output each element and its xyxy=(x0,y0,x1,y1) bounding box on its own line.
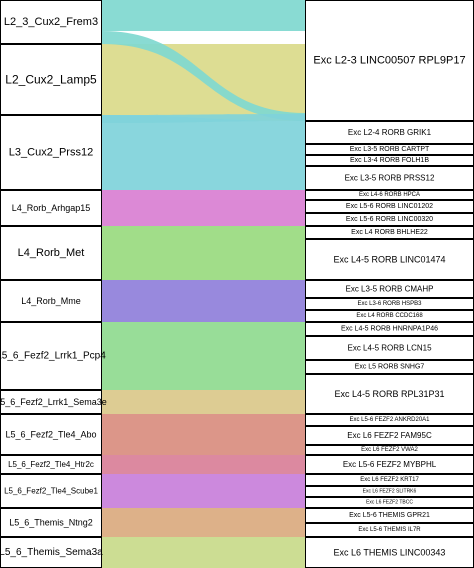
flow-band-8 xyxy=(102,474,305,508)
left-node-box xyxy=(0,280,102,322)
right-node-label: Exc L4 RORB CCDC168 xyxy=(356,313,423,319)
right-node-label: Exc L4-6 RORB HPCA xyxy=(359,192,420,198)
right-node-label: Exc L4 RORB BHLHE22 xyxy=(351,229,428,236)
flow-band-6 xyxy=(102,414,305,455)
left-node-box xyxy=(0,115,102,190)
right-node-box xyxy=(305,0,474,121)
right-node-label: Exc L4-5 RORB RPL31P31 xyxy=(334,389,444,399)
left-node-label: L5_6_Fezf2_Tle4_Htr2c xyxy=(8,460,94,469)
left-node-box xyxy=(0,226,102,280)
right-node-box xyxy=(305,537,474,568)
right-node-label: Exc L5-6 FEZF2 ANKRD20A1 xyxy=(349,417,430,423)
flow-bands xyxy=(102,0,305,568)
right-node-label: Exc L5-6 RORB LINC01202 xyxy=(346,203,433,210)
right-node-label: Exc L3-5 RORB PRSS12 xyxy=(345,174,435,183)
right-node-label: Exc L3-4 RORB FOLH1B xyxy=(350,157,429,164)
left-node-box xyxy=(0,474,102,508)
flow-band-1 xyxy=(102,190,305,226)
right-node-label: Exc L5-6 RORB LINC00320 xyxy=(346,216,433,223)
right-node-label: Exc L3-5 RORB CARTPT xyxy=(350,146,430,153)
flow-band-13 xyxy=(102,115,305,190)
left-node-label: L5_6_Fezf2_Tle4_Scube1 xyxy=(4,487,98,496)
left-node-box xyxy=(0,508,102,537)
left-node-label: L2_Cux2_Lamp5 xyxy=(5,73,97,87)
right-node-label: Exc L6 FEZF2 SLITRK6 xyxy=(363,489,417,495)
flow-band-11 xyxy=(102,0,305,31)
left-node-box xyxy=(0,0,102,44)
left-node-label: L5_6_Themis_Ntng2 xyxy=(9,518,93,528)
flow-band-2 xyxy=(102,226,305,280)
left-node-label: L5_6_Fezf2_Tle4_Abo xyxy=(5,430,96,440)
right-node-label: Exc L4-5 RORB LINC01474 xyxy=(333,255,445,265)
right-node-column: Exc L2-3 LINC00507 RPL9P17 Exc L2-4 RORB … xyxy=(305,0,474,568)
right-node-label: Exc L6 THEMIS LINC00343 xyxy=(334,548,446,558)
right-node-label: Exc L6 FEZF2 KRT17 xyxy=(360,477,419,483)
right-node-label: Exc L4-5 RORB HNRNPA1P46 xyxy=(341,326,438,333)
right-node-label: Exc L3-6 RORB HSPB3 xyxy=(357,301,422,307)
flow-band-5 xyxy=(102,390,305,414)
left-node-label: L3_Cux2_Prss12 xyxy=(9,147,93,159)
left-node-box xyxy=(0,414,102,455)
left-node-box xyxy=(0,44,102,115)
right-node-box xyxy=(305,374,474,414)
left-node-box xyxy=(0,390,102,414)
right-node-label: Exc L4-5 RORB LCN15 xyxy=(347,344,432,353)
left-node-box xyxy=(0,322,102,390)
right-node-label: Exc L5-6 THEMIS GPR21 xyxy=(349,512,430,519)
left-node-label: L4_Rorb_Arhgap15 xyxy=(12,203,91,213)
right-node-label: Exc L5-6 FEZF2 MYBPHL xyxy=(343,460,437,469)
left-node-label: L4_Rorb_Met xyxy=(18,247,85,259)
right-node-label: Exc L5 RORB SNHG7 xyxy=(355,364,425,371)
flow-band-14 xyxy=(102,114,305,123)
left-node-label: L5_6_Fezf2_Lrrk1_Pcp4 xyxy=(0,351,106,362)
left-node-label: L5_6_Fezf2_Lrrk1_Sema3e xyxy=(0,397,107,407)
left-node-box xyxy=(0,537,102,568)
right-node-label: Exc L5-6 THEMIS IL7R xyxy=(358,527,421,533)
right-node-label: Exc L6 FEZF2 TBCC xyxy=(366,500,413,506)
flow-band-9 xyxy=(102,508,305,537)
left-node-box xyxy=(0,455,102,474)
left-node-column: L2_3_Cux2_Frem3 L2_Cux2_Lamp5 L3_Cux2_Prss… xyxy=(0,0,107,568)
left-node-label: L5_6_Themis_Sema3a xyxy=(0,547,103,558)
flow-band-10 xyxy=(102,537,305,568)
left-node-box xyxy=(0,190,102,226)
left-node-label: L2_3_Cux2_Frem3 xyxy=(4,16,98,28)
right-node-label: Exc L2-3 LINC00507 RPL9P17 xyxy=(313,55,465,67)
flow-band-4 xyxy=(102,322,305,390)
flow-band-7 xyxy=(102,455,305,474)
right-node-label: Exc L2-4 RORB GRIK1 xyxy=(348,128,432,137)
flow-band-12 xyxy=(102,31,305,121)
right-node-box xyxy=(305,239,474,280)
right-node-label: Exc L3-5 RORB CMAHP xyxy=(345,285,433,294)
right-node-label: Exc L6 FEZF2 VWA2 xyxy=(361,447,418,453)
right-node-label: Exc L6 FEZF2 FAM95C xyxy=(347,431,432,440)
flow-band-3 xyxy=(102,280,305,322)
left-node-label: L4_Rorb_Mme xyxy=(21,296,81,306)
